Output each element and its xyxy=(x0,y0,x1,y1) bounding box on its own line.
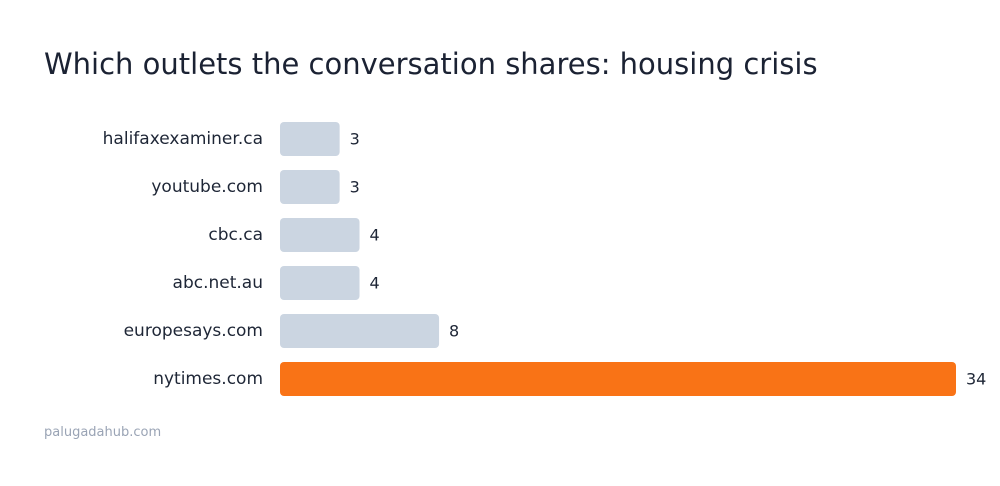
bar-row: nytimes.com 34 xyxy=(153,362,986,396)
category-label: youtube.com xyxy=(151,177,263,197)
bar xyxy=(280,314,440,348)
value-label: 4 xyxy=(370,274,380,293)
value-label: 8 xyxy=(449,322,459,341)
bar-row: youtube.com 3 xyxy=(151,170,360,204)
footer-source: palugadahub.com xyxy=(44,425,162,440)
bar-row: europesays.com 8 xyxy=(124,314,459,348)
bar xyxy=(280,170,340,204)
category-label: europesays.com xyxy=(124,321,263,341)
chart-title: Which outlets the conversation shares: h… xyxy=(44,47,818,81)
category-label: abc.net.au xyxy=(173,273,263,293)
bar xyxy=(280,362,956,396)
value-label: 4 xyxy=(370,226,380,245)
category-label: cbc.ca xyxy=(208,225,263,245)
bar xyxy=(280,122,340,156)
bar xyxy=(280,218,360,252)
value-label: 34 xyxy=(966,370,986,389)
value-label: 3 xyxy=(350,130,360,149)
category-label: halifaxexaminer.ca xyxy=(103,129,263,149)
value-label: 3 xyxy=(350,178,360,197)
bar-row: abc.net.au 4 xyxy=(173,266,380,300)
category-label: nytimes.com xyxy=(153,369,263,389)
bar-row: cbc.ca 4 xyxy=(208,218,380,252)
bar xyxy=(280,266,360,300)
bar-row: halifaxexaminer.ca 3 xyxy=(103,122,360,156)
